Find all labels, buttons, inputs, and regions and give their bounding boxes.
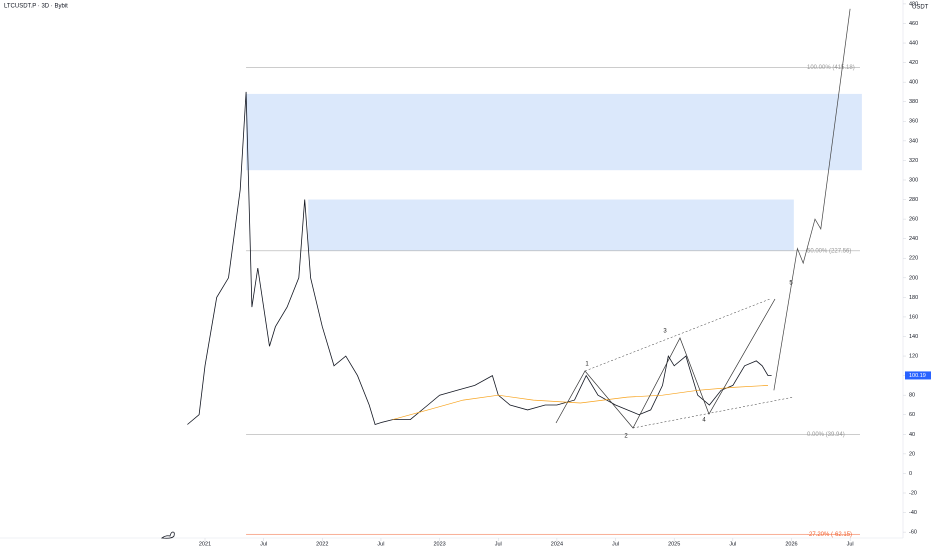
x-tick-label: Jul [612, 541, 619, 547]
y-tick-label: -60 [909, 530, 917, 536]
x-tick-label: 2026 [785, 541, 797, 547]
zones [246, 93, 862, 251]
fib-label: -27.20% (-62.15) [807, 532, 852, 538]
x-tick-label: 2021 [199, 541, 211, 547]
y-tick-label: 40 [909, 432, 915, 438]
y-tick-label: 420 [909, 60, 918, 66]
y-tick-label: 220 [909, 256, 918, 262]
y-tick-label: 160 [909, 314, 918, 320]
wave-label: 2 [624, 434, 628, 440]
fib-label: 100.00% (415.18) [807, 65, 855, 71]
y-tick-label: 260 [909, 217, 918, 223]
lower-channel [632, 396, 795, 429]
x-tick-label: Jul [729, 541, 736, 547]
price-unit: USDT [912, 5, 929, 11]
y-tick-label: 20 [909, 451, 915, 457]
y-tick-label: 400 [909, 80, 918, 86]
target-zone [246, 93, 862, 171]
y-tick-label: 0 [909, 471, 912, 477]
wave-label: 4 [702, 418, 706, 424]
x-tick-label: 2023 [433, 541, 445, 547]
price-line [773, 8, 851, 391]
y-tick-label: 60 [909, 412, 915, 418]
last-price-label: 100.19 [909, 373, 926, 379]
y-tick-label: -40 [909, 510, 917, 516]
x-tick-label: Jul [377, 541, 384, 547]
y-tick-label: 120 [909, 354, 918, 360]
y-tick-label: 480 [909, 1, 918, 7]
plot: 100.00% (415.18) 50.00% (227.56) 0.00% (39… [187, 8, 860, 538]
x-tick-label: 2024 [551, 541, 563, 547]
price-line [187, 91, 772, 426]
axes: -60-40-200204060801001201401601802002202… [199, 1, 931, 547]
y-tick-label: 80 [909, 393, 915, 399]
x-tick-label: 2022 [316, 541, 328, 547]
x-tick-label: Jul [495, 541, 502, 547]
y-tick-label: 200 [909, 275, 918, 281]
upper-channel [584, 298, 771, 372]
logo [160, 531, 175, 539]
x-tick-label: Jul [260, 541, 267, 547]
y-tick-label: 380 [909, 99, 918, 105]
wave-label: 1 [585, 362, 589, 368]
fib-label: 0.00% (39.94) [807, 432, 845, 438]
y-tick-label: 140 [909, 334, 918, 340]
x-tick-label: 2025 [668, 541, 680, 547]
wave-structure [555, 298, 795, 429]
y-tick-label: 440 [909, 40, 918, 46]
y-tick-label: 300 [909, 177, 918, 183]
y-tick-label: 280 [909, 197, 918, 203]
wave-label: 3 [663, 329, 667, 335]
last-price-box [905, 371, 931, 380]
y-tick-label: 460 [909, 21, 918, 27]
price-line [392, 385, 769, 420]
y-tick-label: 360 [909, 119, 918, 125]
wave-path [555, 298, 776, 429]
fib-label: 50.00% (227.56) [807, 248, 851, 254]
wave-label: 5 [789, 281, 793, 287]
y-tick-label: -20 [909, 490, 917, 496]
x-tick-label: Jul [847, 541, 854, 547]
y-tick-label: 320 [909, 158, 918, 164]
target-zone [308, 199, 794, 251]
y-tick-label: 240 [909, 236, 918, 242]
chart-title: LTCUSDT.P · 3D · Bybit [4, 4, 68, 10]
y-tick-label: 340 [909, 138, 918, 144]
y-tick-label: 180 [909, 295, 918, 301]
